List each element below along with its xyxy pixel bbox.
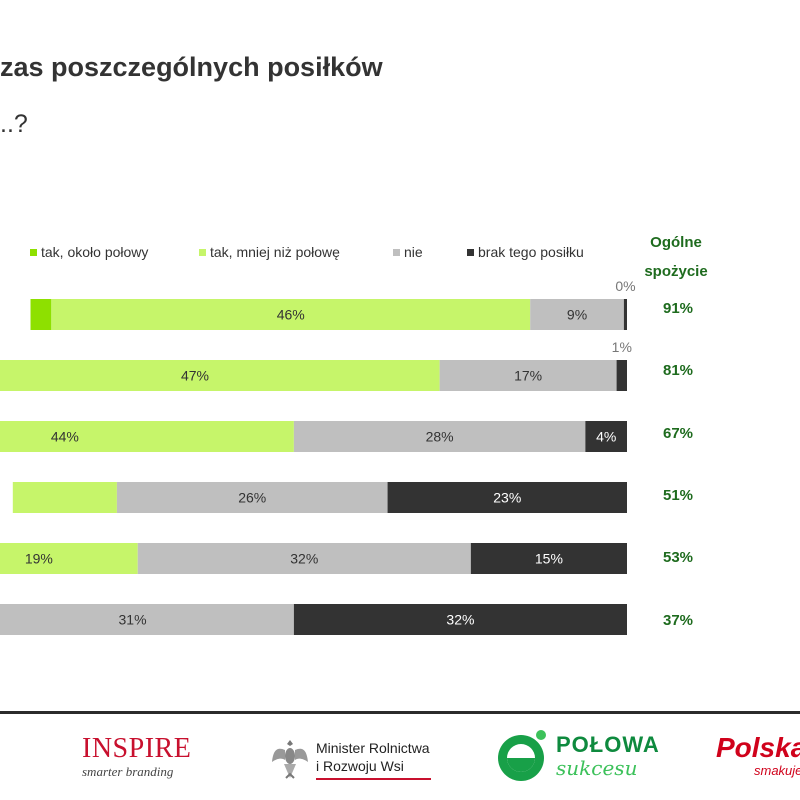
- eagle-emblem-icon: [272, 740, 308, 779]
- bar-data-label: 9%: [567, 307, 587, 323]
- bar-data-label: 26%: [238, 490, 266, 506]
- bar-segment: [30, 299, 52, 330]
- ministry-line2: i Rozwoju Wsi: [316, 758, 404, 774]
- summary-header: Ogólne spożycie: [626, 228, 726, 286]
- ministry-line1: Minister Rolnictwa: [316, 740, 430, 756]
- inspire-logo-tagline: smarter branding: [82, 764, 174, 779]
- legend-item-about-half: tak, około połowy: [30, 244, 148, 260]
- legend-label-no: nie: [404, 244, 423, 260]
- summary-value: 37%: [662, 612, 694, 629]
- bar-data-label: 23%: [493, 490, 521, 506]
- polska-logo-line2: smakuje: [754, 763, 800, 778]
- bar-data-label: 17%: [514, 368, 542, 384]
- polowa-logo-line2: sukcesu: [556, 756, 638, 780]
- ministry-logo-text: Minister Rolnictwa i Rozwoju Wsi: [316, 739, 431, 775]
- bar-segment: [387, 482, 627, 513]
- bar-segment: [470, 543, 627, 574]
- bar-data-label: 15%: [535, 551, 563, 567]
- bar-data-label: 4%: [596, 429, 616, 445]
- legend-label-less-than-half: tak, mniej niż połowę: [210, 244, 340, 260]
- summary-value: 67%: [662, 425, 694, 442]
- summary-header-line1: Ogólne: [650, 234, 702, 251]
- bar-data-label: 47%: [181, 368, 209, 384]
- polowa-sukcesu-logo: POŁOWA sukcesu: [494, 728, 660, 784]
- page-title: zas poszczególnych posiłków: [0, 52, 383, 82]
- summary-header-line2: spożycie: [644, 263, 708, 280]
- bar-segment: [293, 421, 586, 452]
- legend-item-no-meal: brak tego posiłku: [467, 244, 584, 260]
- legend-label-no-meal: brak tego posiłku: [478, 244, 584, 260]
- bar-segment: [530, 299, 624, 330]
- legend-swatch-no-meal: [467, 248, 474, 256]
- polska-smakuje-logo: Polska smakuje: [716, 732, 800, 779]
- polowa-logo-line1: POŁOWA: [556, 732, 660, 757]
- bar-segment: [0, 360, 440, 391]
- legend-swatch-no: [393, 248, 400, 256]
- bar-segment: [0, 543, 138, 574]
- bar-segment: [116, 482, 388, 513]
- legend-swatch-less-than-half: [199, 248, 206, 256]
- ministry-red-rule: [316, 778, 431, 780]
- bar-segment: [12, 482, 117, 513]
- bar-segment: [616, 360, 627, 391]
- bar-data-label: 0%: [615, 278, 635, 294]
- bar-segment: [0, 604, 294, 635]
- summary-value: 51%: [662, 487, 694, 504]
- bar-segment: [623, 299, 627, 330]
- page-subtitle: ..?: [0, 110, 28, 138]
- bar-data-label: 32%: [446, 612, 474, 628]
- bar-data-label: 44%: [51, 429, 79, 445]
- plate-icon: [498, 730, 546, 781]
- bar-segment: [293, 604, 627, 635]
- bar-segment: [585, 421, 627, 452]
- legend-swatch-about-half: [30, 248, 37, 256]
- legend-label-about-half: tak, około połowy: [41, 244, 149, 260]
- bar-data-label: 32%: [290, 551, 318, 567]
- footer-divider: [0, 711, 800, 714]
- polska-logo-line1: Polska: [716, 732, 800, 763]
- bar-data-label: 19%: [25, 551, 53, 567]
- bar-data-label: 31%: [119, 612, 147, 628]
- bar-segment: [439, 360, 617, 391]
- summary-value: 91%: [662, 300, 694, 317]
- bar-data-label: 28%: [426, 429, 454, 445]
- bar-segment: [51, 299, 531, 330]
- bar-segment: [137, 543, 471, 574]
- legend-item-less-than-half: tak, mniej niż połowę: [199, 244, 340, 260]
- inspire-logo: INSPIRE smarter branding: [82, 735, 191, 780]
- summary-value: 81%: [662, 362, 694, 379]
- summary-value: 53%: [662, 549, 694, 566]
- bar-data-label: 46%: [277, 307, 305, 323]
- bar-data-label: 1%: [612, 339, 632, 355]
- bar-segment: [0, 421, 294, 452]
- inspire-logo-name: INSPIRE: [82, 733, 192, 764]
- legend-item-no: nie: [393, 244, 423, 260]
- stacked-bar-chart: 46% 9% 0% 47% 17% 1% 44% 28% 4% 26% 23% 19% 32% 15% 31…: [0, 278, 636, 635]
- ministry-logo: Minister Rolnictwa i Rozwoju Wsi: [270, 736, 431, 782]
